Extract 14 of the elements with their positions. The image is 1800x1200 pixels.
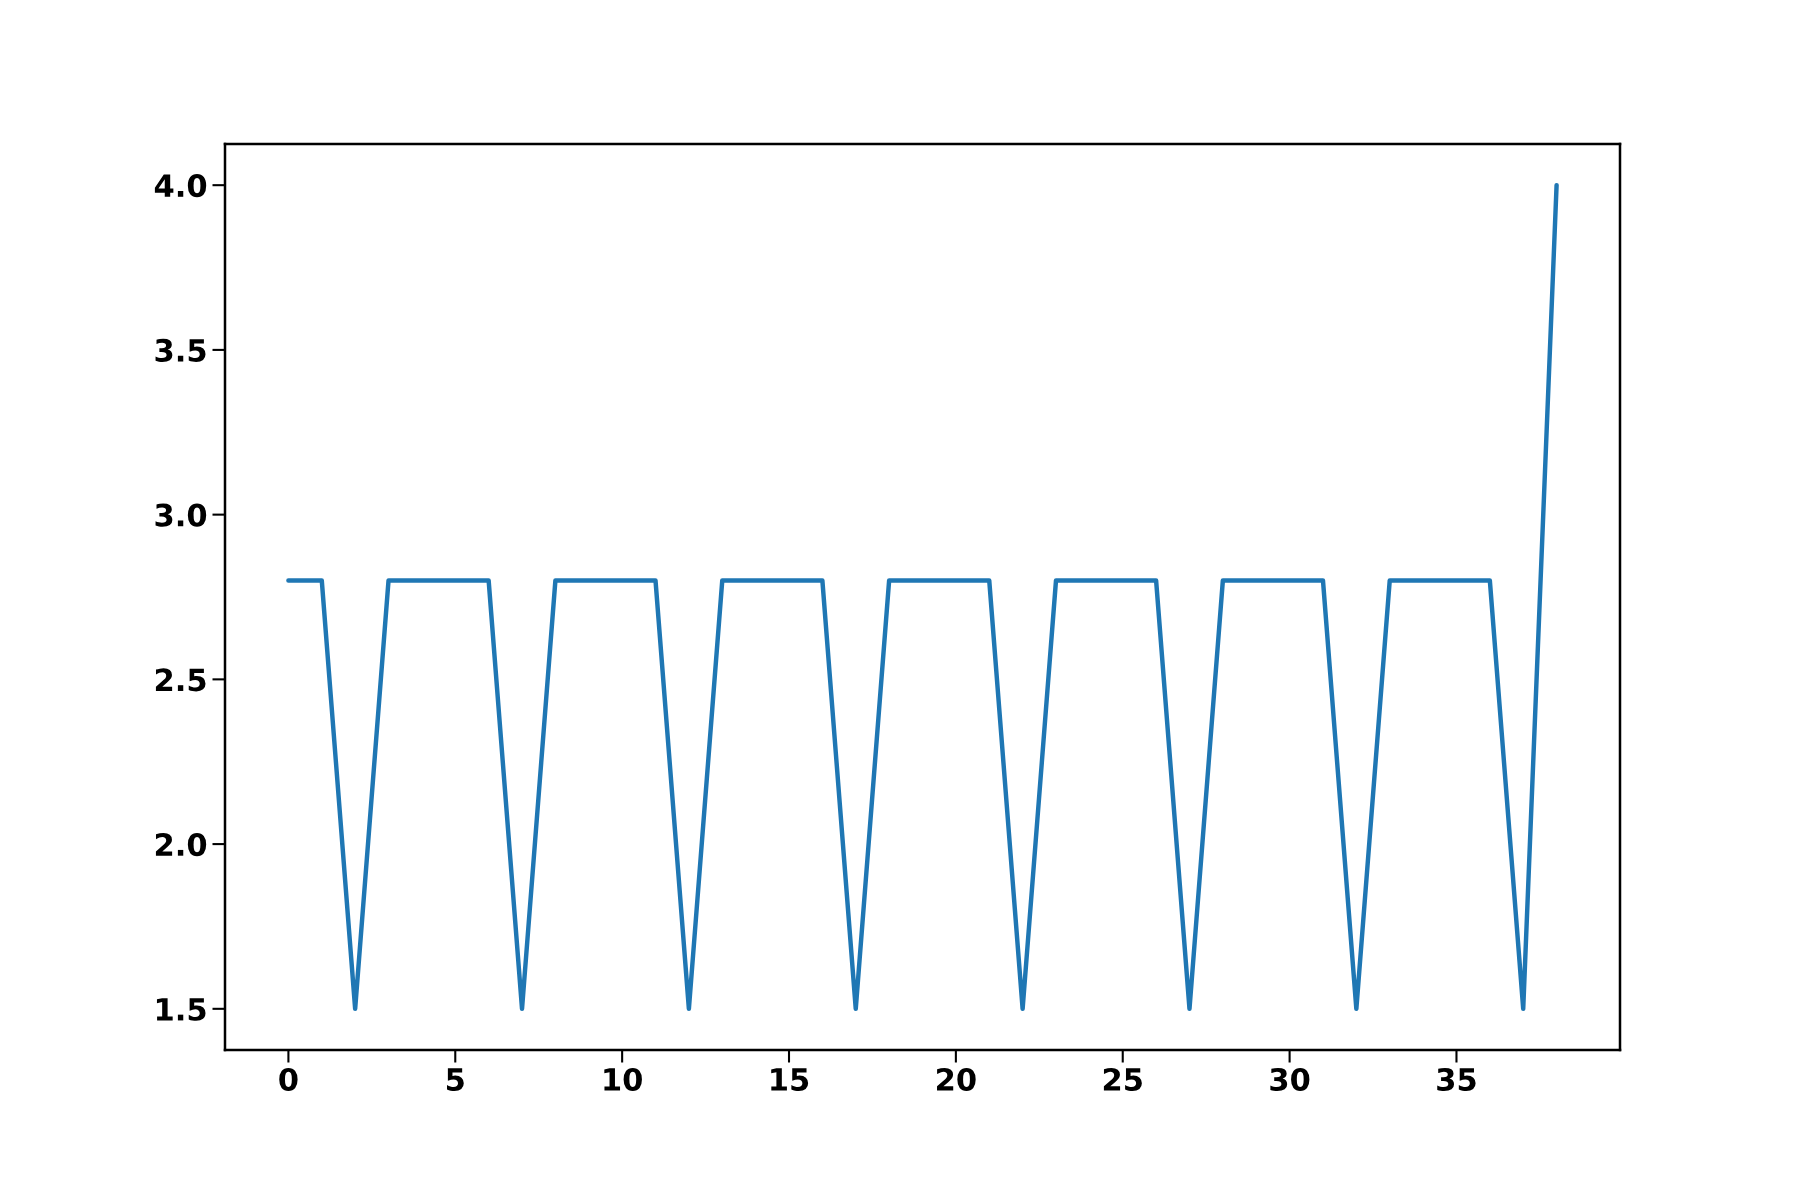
y-tick-label: 3.5 bbox=[155, 338, 206, 362]
x-tick-label: 25 bbox=[1103, 1067, 1142, 1092]
x-tick-label: 10 bbox=[604, 1067, 642, 1092]
y-tick-label: 3.0 bbox=[155, 503, 207, 527]
y-tick-label: 4.0 bbox=[154, 174, 207, 198]
y-tick-label: 2.5 bbox=[155, 668, 206, 692]
y-tick-label: 1.5 bbox=[156, 998, 206, 1021]
x-tick-label: 0 bbox=[279, 1067, 298, 1092]
x-tick-label: 30 bbox=[1270, 1067, 1310, 1092]
y-tick-label: 2.0 bbox=[155, 833, 207, 857]
x-tick-label: 15 bbox=[771, 1068, 809, 1092]
x-tick-label: 35 bbox=[1437, 1067, 1476, 1092]
x-tick-label: 5 bbox=[447, 1068, 464, 1092]
x-tick-label: 20 bbox=[937, 1067, 976, 1092]
